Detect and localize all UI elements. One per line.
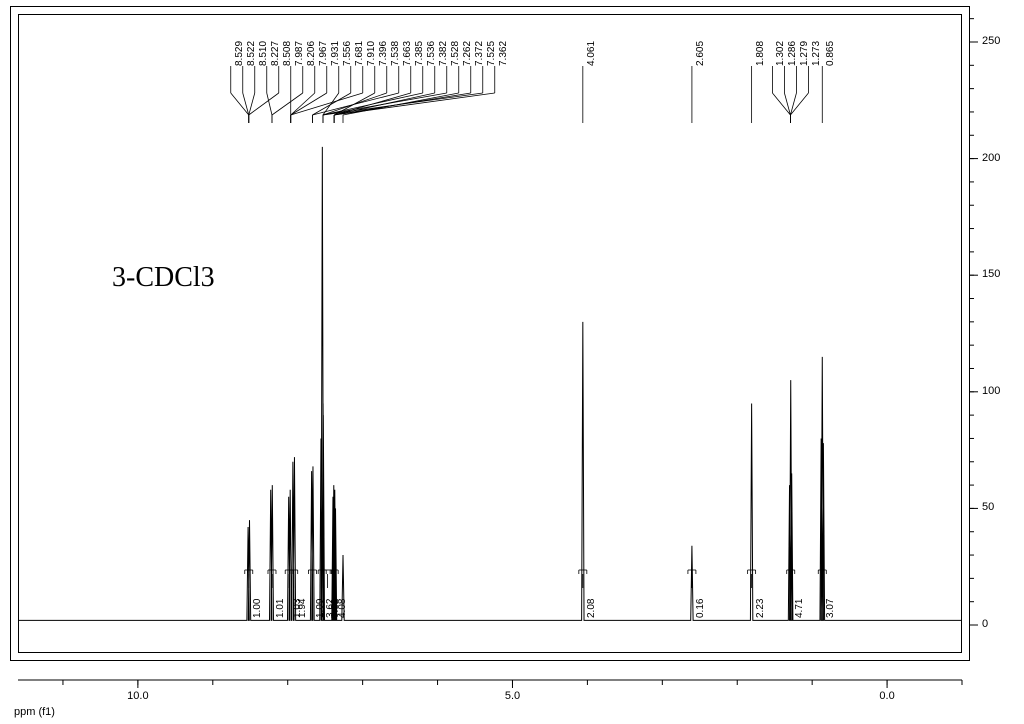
peak-ppm-label: 8.227 (270, 41, 281, 66)
peak-ppm-label: 8.510 (258, 41, 269, 66)
integral-label: 1.01 (275, 599, 286, 618)
peak-ppm-label: 1.302 (775, 41, 786, 66)
integral-label: 3.07 (825, 599, 836, 618)
integral-label: 2.23 (755, 599, 766, 618)
peak-ppm-label: 7.385 (414, 41, 425, 66)
peak-ppm-label: 1.273 (811, 41, 822, 66)
y-tick-label: 50 (982, 501, 994, 513)
peak-ppm-label: 7.525 (486, 41, 497, 66)
peak-ppm-label: 8.508 (282, 41, 293, 66)
peak-ppm-label: 7.262 (462, 41, 473, 66)
peak-ppm-label: 1.279 (799, 41, 810, 66)
peak-ppm-label: 7.931 (330, 41, 341, 66)
y-tick-label: 150 (982, 268, 1000, 280)
peak-ppm-label: 1.808 (755, 41, 766, 66)
peak-ppm-label: 8.522 (246, 41, 257, 66)
y-tick-label: 200 (982, 152, 1000, 164)
x-tick-label: 5.0 (505, 690, 520, 702)
integral-label: 2.08 (586, 599, 597, 618)
spectrum-svg (0, 0, 1024, 724)
peak-ppm-label: 4.061 (586, 41, 597, 66)
peak-ppm-label: 2.605 (695, 41, 706, 66)
integral-label: 1.00 (252, 599, 263, 618)
peak-ppm-label: 7.538 (390, 41, 401, 66)
x-tick-label: 0.0 (879, 690, 894, 702)
peak-ppm-label: 1.286 (787, 41, 798, 66)
peak-ppm-label: 7.362 (498, 41, 509, 66)
peak-ppm-label: 7.372 (474, 41, 485, 66)
integral-label: 0.16 (695, 599, 706, 618)
integral-label: 4.71 (794, 599, 805, 618)
peak-ppm-label: 7.382 (438, 41, 449, 66)
peak-ppm-label: 7.528 (450, 41, 461, 66)
peak-ppm-label: 8.529 (234, 41, 245, 66)
y-tick-label: 250 (982, 35, 1000, 47)
peak-ppm-label: 7.396 (378, 41, 389, 66)
peak-ppm-label: 7.910 (366, 41, 377, 66)
peak-ppm-label: 7.663 (402, 41, 413, 66)
peak-ppm-label: 7.967 (318, 41, 329, 66)
peak-ppm-label: 7.681 (354, 41, 365, 66)
y-tick-label: 100 (982, 385, 1000, 397)
peak-ppm-label: 0.865 (825, 41, 836, 66)
peak-ppm-label: 7.987 (294, 41, 305, 66)
peak-ppm-label: 7.556 (342, 41, 353, 66)
y-tick-label: 0 (982, 618, 988, 630)
integral-label: 4.08 (337, 599, 348, 618)
x-tick-label: 10.0 (127, 690, 148, 702)
integral-label: 1.94 (297, 599, 308, 618)
peak-ppm-label: 7.536 (426, 41, 437, 66)
peak-ppm-label: 8.206 (306, 41, 317, 66)
